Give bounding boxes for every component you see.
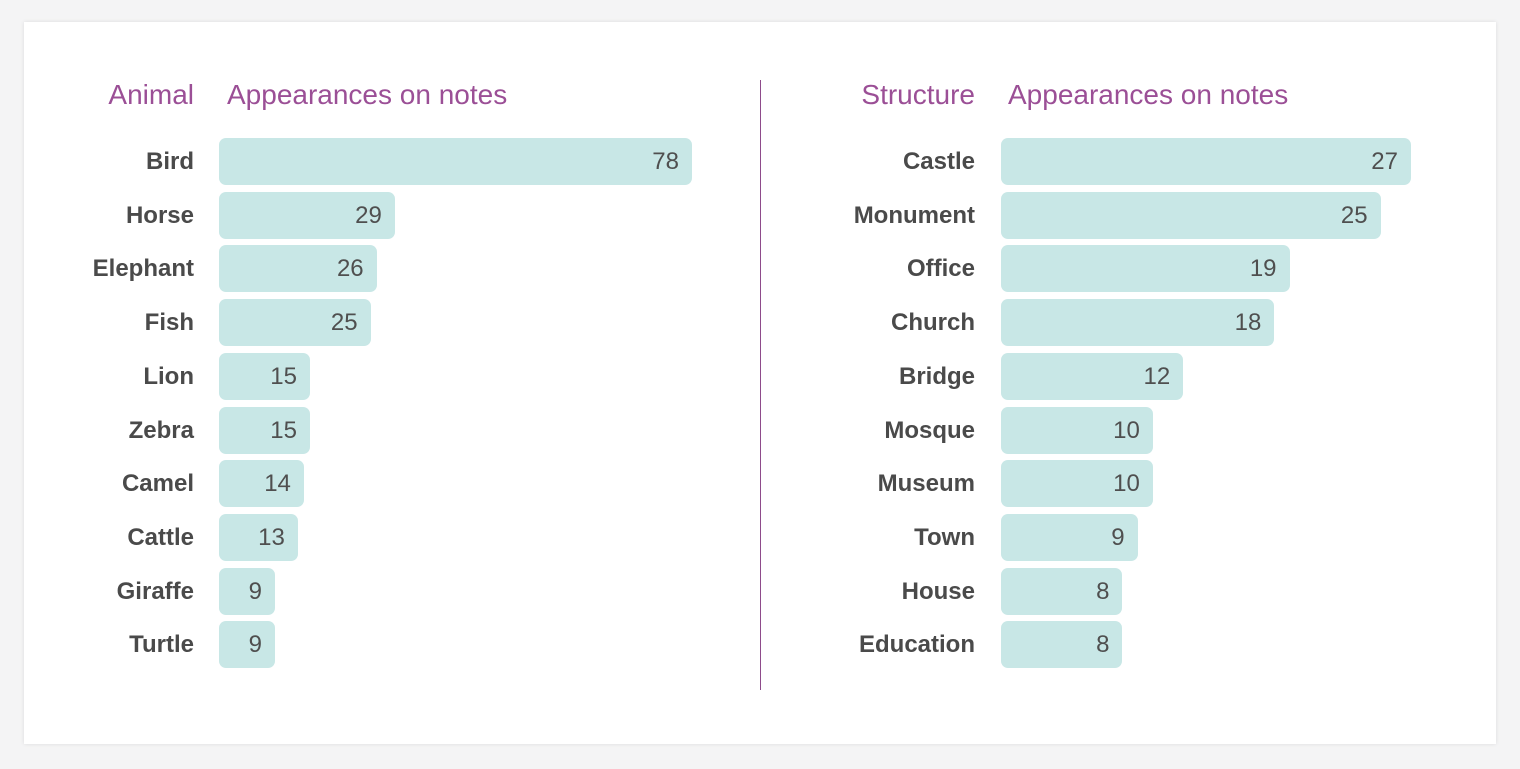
bar-row: House 8 [761, 567, 1496, 615]
bar: 18 [1001, 299, 1275, 347]
panel-divider [760, 80, 761, 690]
category-label: Castle [902, 148, 975, 175]
bar-value-label: 9 [248, 631, 262, 659]
category-label: Zebra [128, 416, 194, 444]
bar: 27 [1001, 138, 1411, 185]
bar: 25 [1001, 191, 1381, 239]
category-label: Cattle [127, 523, 194, 551]
bar: 15 [219, 406, 310, 454]
bar: 19 [1001, 245, 1290, 293]
bar: 8 [1001, 567, 1123, 615]
bar-value-label: 78 [652, 148, 679, 175]
bar-value-label: 29 [355, 201, 382, 229]
bar-row: Monument 25 [761, 191, 1496, 239]
bar-value-label: 18 [1234, 309, 1262, 337]
bar-row: Cattle 13 [24, 513, 760, 561]
bar-row: Camel 14 [24, 460, 760, 508]
bar-row: Zebra 15 [24, 406, 760, 454]
bar: 10 [1001, 460, 1153, 508]
bar: 15 [219, 352, 310, 400]
bar-value-label: 15 [270, 416, 297, 444]
bar-value-label: 9 [248, 577, 262, 605]
category-label: Monument [853, 201, 975, 229]
bar-row: Church 18 [761, 299, 1496, 347]
bar-value-label: 15 [270, 362, 297, 390]
structure-chart: Structure Appearances on notes Castle 27 M… [761, 22, 1496, 744]
bar-value-label: 25 [330, 309, 358, 337]
bar-row: Horse 29 [24, 191, 760, 239]
category-label: Lion [143, 362, 194, 390]
bar-value-label: 9 [1111, 523, 1125, 551]
category-label: Mosque [884, 416, 975, 444]
bar-row: Castle 27 [761, 138, 1496, 185]
category-label: Education [858, 631, 975, 659]
bar: 9 [219, 621, 275, 669]
category-label: Church [891, 309, 975, 337]
bar-value-label: 14 [264, 470, 291, 498]
category-label: Bird [146, 148, 194, 175]
bar-value-label: 8 [1096, 577, 1110, 605]
category-label: Bridge [898, 362, 975, 390]
bar-value-label: 19 [1249, 255, 1277, 283]
bar-value-label: 10 [1113, 470, 1140, 498]
category-header: Structure [861, 79, 975, 110]
bar-rows: Castle 27 Monument 25 Office 19 Church 18 Bridge… [761, 22, 1496, 744]
bar-row: Bridge 12 [761, 352, 1496, 400]
chart-card: Animal Appearances on notes Bird 78 Horse 2… [24, 22, 1496, 744]
bar-value-label: 27 [1371, 148, 1398, 175]
category-label: Town [914, 523, 975, 551]
bar-row: Giraffe 9 [24, 567, 760, 615]
value-header: Appearances on notes [1008, 79, 1289, 110]
category-header: Animal [108, 79, 194, 110]
bar-value-label: 8 [1096, 631, 1110, 659]
bar: 25 [219, 299, 371, 347]
bar-row: Lion 15 [24, 352, 760, 400]
bar-row: Bird 78 [24, 138, 760, 185]
category-label: Giraffe [116, 577, 194, 605]
bar-row: Museum 10 [761, 460, 1496, 508]
bar-value-label: 26 [336, 255, 364, 283]
bar-row: Elephant 26 [24, 245, 760, 293]
bar-value-label: 13 [258, 523, 285, 551]
category-label: Office [906, 255, 975, 283]
value-header: Appearances on notes [227, 79, 508, 110]
bar: 78 [219, 138, 692, 185]
bar: 26 [219, 245, 377, 293]
bar-value-label: 10 [1113, 416, 1140, 444]
bar: 13 [219, 513, 298, 561]
bar-rows: Bird 78 Horse 29 Elephant 26 Fish 25 Lion 15 Zebra… [24, 22, 760, 744]
category-label: Horse [125, 201, 194, 229]
bar: 8 [1001, 621, 1123, 669]
category-label: Elephant [92, 255, 194, 283]
bar-value-label: 12 [1143, 362, 1171, 390]
category-label: Museum [877, 470, 975, 498]
bar-value-label: 25 [1340, 201, 1368, 229]
bar-row: Mosque 10 [761, 406, 1496, 454]
category-label: Turtle [129, 631, 194, 659]
bar: 10 [1001, 406, 1153, 454]
bar: 9 [219, 567, 275, 615]
bar: 9 [1001, 513, 1138, 561]
bar-row: Turtle 9 [24, 621, 760, 669]
bar-row: Education 8 [761, 621, 1496, 669]
bar-row: Office 19 [761, 245, 1496, 293]
category-label: Fish [144, 309, 194, 337]
animal-chart: Animal Appearances on notes Bird 78 Horse 2… [24, 22, 760, 744]
category-label: House [901, 577, 975, 605]
bar: 29 [219, 191, 395, 239]
bar-row: Town 9 [761, 513, 1496, 561]
bar: 12 [1001, 352, 1184, 400]
bar-row: Fish 25 [24, 299, 760, 347]
category-label: Camel [121, 470, 194, 498]
bar: 14 [219, 460, 304, 508]
